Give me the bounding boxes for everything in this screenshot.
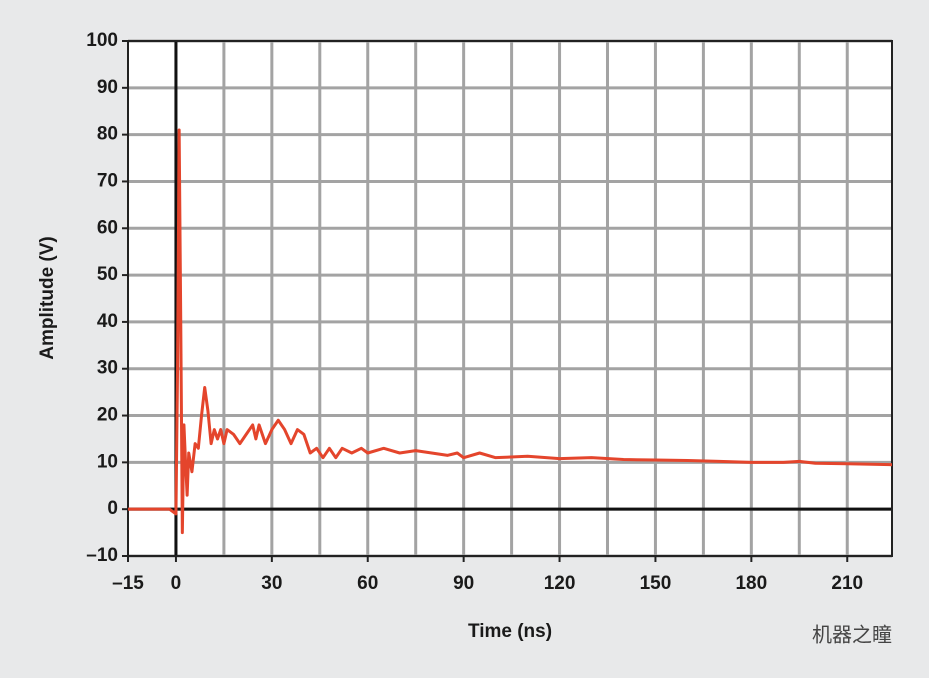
y-tick-label: 30 <box>97 358 118 379</box>
y-tick-label: 60 <box>97 217 118 238</box>
x-tick-label: 180 <box>735 573 767 594</box>
x-tick-label: 0 <box>171 573 182 594</box>
plot-area <box>128 41 892 556</box>
x-tick-label: 30 <box>261 573 282 594</box>
y-tick-label: 100 <box>86 30 118 51</box>
x-tick-label: 150 <box>640 573 672 594</box>
plot-border <box>127 40 893 557</box>
y-tick-label: 80 <box>97 124 118 145</box>
x-axis-label: Time (ns) <box>468 621 552 642</box>
x-tick-label: 120 <box>544 573 576 594</box>
y-tick-label: 70 <box>97 170 118 191</box>
y-tick-label: 0 <box>107 498 118 519</box>
x-tick-label: 60 <box>357 573 378 594</box>
x-tick-label: 210 <box>831 573 863 594</box>
y-axis-label: Amplitude (V) <box>37 236 58 360</box>
y-tick-label: 90 <box>97 77 118 98</box>
y-tick-label: 10 <box>97 451 118 472</box>
y-tick-label: 50 <box>97 264 118 285</box>
data-line <box>128 128 893 535</box>
y-tick-label: 20 <box>97 405 118 426</box>
y-tick-label: –10 <box>86 545 118 566</box>
watermark: 机器之瞳 <box>812 623 892 646</box>
x-tick-label: 90 <box>453 573 474 594</box>
x-tick-label: –15 <box>112 573 144 594</box>
y-tick-label: 40 <box>97 311 118 332</box>
